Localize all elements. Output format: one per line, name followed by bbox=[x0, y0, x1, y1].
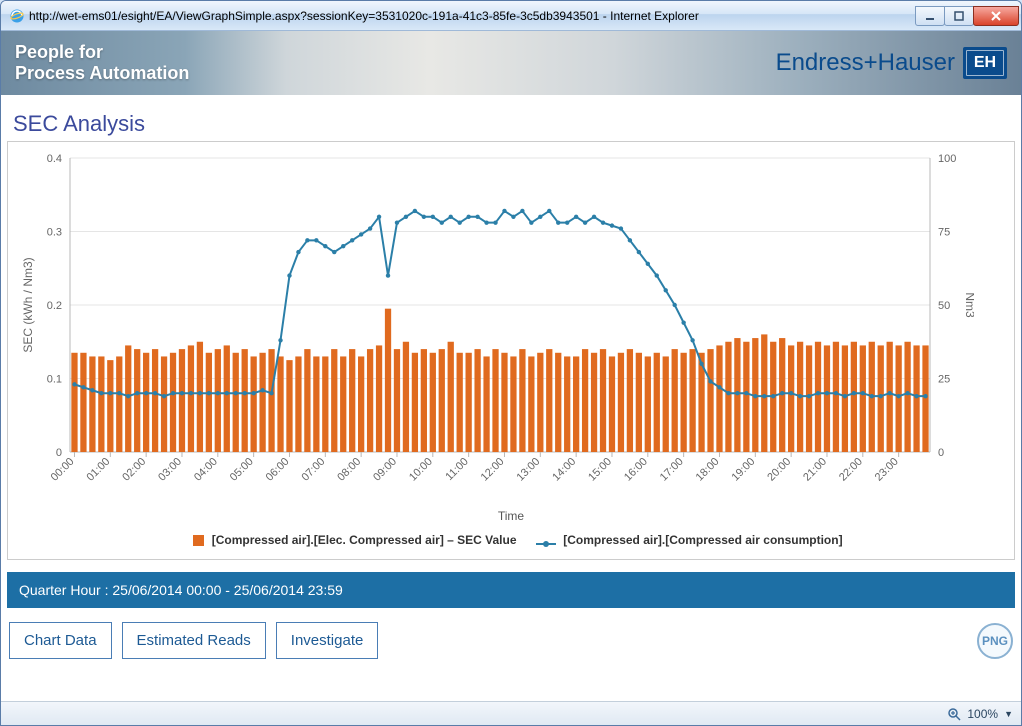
svg-text:16:00: 16:00 bbox=[622, 456, 650, 484]
page-viewport[interactable]: People for Process Automation Endress+Ha… bbox=[1, 31, 1021, 701]
window-title: http://wet-ems01/esight/EA/ViewGraphSimp… bbox=[29, 9, 916, 23]
brand-logo-icon: EH bbox=[963, 47, 1007, 79]
svg-text:06:00: 06:00 bbox=[264, 456, 292, 484]
export-png-button[interactable]: PNG bbox=[977, 623, 1013, 659]
png-label: PNG bbox=[982, 634, 1008, 648]
investigate-button[interactable]: Investigate bbox=[276, 622, 379, 659]
main-content: SEC Analysis 0 0.1 0.2 0.3 0.4 0 25 50 75 100 SEC … bbox=[1, 95, 1021, 685]
svg-text:SEC (kWh / Nm3): SEC (kWh / Nm3) bbox=[21, 257, 35, 352]
page-title: SEC Analysis bbox=[13, 111, 1015, 137]
close-button[interactable] bbox=[973, 6, 1019, 26]
svg-text:11:00: 11:00 bbox=[443, 456, 470, 483]
svg-text:50: 50 bbox=[938, 300, 950, 312]
svg-text:05:00: 05:00 bbox=[228, 456, 256, 484]
legend-line-swatch-icon bbox=[536, 537, 556, 545]
svg-text:10:00: 10:00 bbox=[407, 456, 435, 484]
svg-text:0.1: 0.1 bbox=[47, 374, 62, 386]
action-row: Chart Data Estimated Reads Investigate P… bbox=[7, 622, 1015, 677]
svg-text:07:00: 07:00 bbox=[299, 456, 327, 484]
banner-line2: Process Automation bbox=[15, 63, 189, 84]
chart-legend: [Compressed air].[Elec. Compressed air] … bbox=[14, 523, 1008, 549]
svg-text:18:00: 18:00 bbox=[694, 456, 722, 484]
svg-text:02:00: 02:00 bbox=[120, 456, 148, 484]
svg-text:0: 0 bbox=[56, 447, 62, 459]
svg-text:14:00: 14:00 bbox=[550, 456, 578, 484]
timeframe-bar: Quarter Hour : 25/06/2014 00:00 - 25/06/… bbox=[7, 572, 1015, 608]
svg-text:Nm3: Nm3 bbox=[963, 292, 974, 318]
sec-chart: 0 0.1 0.2 0.3 0.4 0 25 50 75 100 SEC (kWh / Nm3) Nm… bbox=[14, 148, 974, 500]
svg-text:00:00: 00:00 bbox=[49, 456, 77, 484]
ie-favicon-icon bbox=[9, 8, 25, 24]
svg-text:0: 0 bbox=[938, 447, 944, 459]
svg-text:23:00: 23:00 bbox=[873, 456, 901, 484]
minimize-button[interactable] bbox=[915, 6, 945, 26]
svg-text:19:00: 19:00 bbox=[729, 456, 757, 484]
zoom-icon bbox=[947, 707, 961, 721]
svg-text:20:00: 20:00 bbox=[765, 456, 793, 484]
svg-text:17:00: 17:00 bbox=[658, 456, 686, 484]
browser-window: http://wet-ems01/esight/EA/ViewGraphSimp… bbox=[0, 0, 1022, 726]
x-axis-title: Time bbox=[14, 509, 1008, 523]
brand-text: Endress+Hauser bbox=[776, 49, 955, 77]
svg-text:21:00: 21:00 bbox=[801, 456, 829, 484]
svg-text:03:00: 03:00 bbox=[156, 456, 184, 484]
legend-bar-label: [Compressed air].[Elec. Compressed air] … bbox=[212, 533, 517, 547]
svg-text:100: 100 bbox=[938, 153, 956, 165]
legend-line-label: [Compressed air].[Compressed air consump… bbox=[563, 533, 842, 547]
svg-text:0.2: 0.2 bbox=[47, 300, 62, 312]
svg-text:12:00: 12:00 bbox=[479, 456, 507, 484]
svg-text:09:00: 09:00 bbox=[371, 456, 399, 484]
svg-text:0.3: 0.3 bbox=[47, 227, 62, 239]
estimated-reads-button[interactable]: Estimated Reads bbox=[122, 622, 266, 659]
maximize-button[interactable] bbox=[944, 6, 974, 26]
svg-text:13:00: 13:00 bbox=[514, 456, 542, 484]
chart-data-button[interactable]: Chart Data bbox=[9, 622, 112, 659]
svg-text:0.4: 0.4 bbox=[47, 153, 62, 165]
titlebar: http://wet-ems01/esight/EA/ViewGraphSimp… bbox=[1, 1, 1021, 31]
chart-panel: 0 0.1 0.2 0.3 0.4 0 25 50 75 100 SEC (kWh / Nm3) Nm… bbox=[7, 141, 1015, 560]
statusbar: 100% ▼ bbox=[1, 701, 1021, 725]
banner-tagline: People for Process Automation bbox=[15, 42, 189, 83]
banner: People for Process Automation Endress+Ha… bbox=[1, 31, 1021, 95]
window-buttons bbox=[916, 6, 1019, 26]
svg-text:04:00: 04:00 bbox=[192, 456, 220, 484]
banner-line1: People for bbox=[15, 42, 189, 63]
svg-text:01:00: 01:00 bbox=[84, 456, 112, 484]
svg-text:22:00: 22:00 bbox=[837, 456, 865, 484]
svg-text:75: 75 bbox=[938, 227, 950, 239]
svg-text:25: 25 bbox=[938, 374, 950, 386]
zoom-dropdown-icon[interactable]: ▼ bbox=[1004, 709, 1013, 719]
brand-logo-text: EH bbox=[974, 54, 996, 72]
brand: Endress+Hauser EH bbox=[776, 47, 1007, 79]
legend-bar-swatch-icon bbox=[193, 535, 204, 546]
svg-text:15:00: 15:00 bbox=[586, 456, 614, 484]
zoom-level[interactable]: 100% bbox=[967, 707, 998, 721]
svg-text:08:00: 08:00 bbox=[335, 456, 363, 484]
